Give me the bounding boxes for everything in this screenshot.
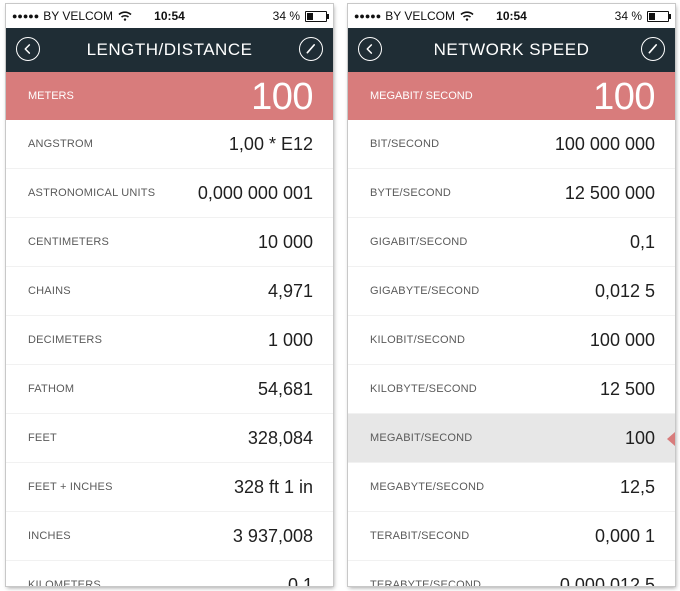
unit-value: 328 ft 1 in	[233, 477, 313, 497]
page-title: LENGTH/DISTANCE	[86, 40, 253, 59]
unit-label: MEGABIT/SECOND	[370, 432, 473, 444]
carrier-name: BY VELCOM	[43, 9, 113, 23]
active-unit-value[interactable]: 100	[251, 76, 313, 118]
length-distance-screen: ●●●●● BY VELCOM 10:54 34 % LENGTH/DISTAN…	[6, 4, 333, 586]
carrier-name: BY VELCOM	[385, 9, 455, 23]
edit-button[interactable]	[299, 37, 323, 61]
unit-value: 0,012 5	[594, 281, 655, 301]
unit-label: KILOBIT/SECOND	[370, 334, 466, 346]
unit-value: 0,000 1	[594, 526, 655, 546]
unit-row[interactable]: FATHOM 54,681	[6, 365, 333, 414]
unit-value: 10 000	[257, 232, 313, 252]
battery-icon	[305, 10, 329, 22]
unit-row[interactable]: INCHES 3 937,008	[6, 512, 333, 561]
unit-label: CHAINS	[28, 285, 71, 297]
unit-value: 3 937,008	[232, 526, 313, 546]
unit-label: DECIMETERS	[28, 334, 103, 346]
network-speed-screen: ●●●●● BY VELCOM 10:54 34 % NETWORK SPEED	[348, 4, 675, 586]
unit-row[interactable]: ASTRONOMICAL UNITS 0,000 000 001	[6, 169, 333, 218]
unit-row[interactable]: KILOMETERS 0,1	[6, 561, 333, 586]
unit-row[interactable]: TERABYTE/SECOND 0,000 012 5	[348, 561, 675, 586]
unit-row[interactable]: CENTIMETERS 10 000	[6, 218, 333, 267]
unit-row-selected[interactable]: MEGABIT/SECOND 100	[348, 414, 675, 463]
selected-marker-icon	[667, 432, 675, 446]
unit-label: KILOBYTE/SECOND	[370, 383, 477, 395]
unit-label: BYTE/SECOND	[370, 187, 452, 199]
unit-value: 12,5	[619, 477, 655, 497]
unit-value: 100	[624, 428, 655, 448]
active-unit-label: METERS	[28, 90, 74, 102]
unit-value: 100 000	[589, 330, 655, 350]
unit-row[interactable]: BIT/SECOND 100 000 000	[348, 120, 675, 169]
battery-icon	[647, 10, 671, 22]
status-bar: ●●●●● BY VELCOM 10:54 34 %	[348, 4, 675, 28]
clock: 10:54	[496, 9, 527, 23]
unit-value: 54,681	[257, 379, 313, 399]
unit-label: BIT/SECOND	[370, 138, 440, 150]
clock: 10:54	[154, 9, 185, 23]
back-button[interactable]	[16, 37, 40, 61]
pencil-icon	[306, 44, 316, 54]
unit-label: FEET	[28, 432, 57, 444]
unit-value: 4,971	[267, 281, 313, 301]
unit-row[interactable]: DECIMETERS 1 000	[6, 316, 333, 365]
unit-value: 0,000 000 001	[197, 183, 313, 203]
navigation-bar: NETWORK SPEED	[348, 28, 675, 72]
unit-label: ASTRONOMICAL UNITS	[28, 187, 156, 199]
active-unit-label: MEGABIT/ SECOND	[370, 90, 473, 102]
unit-label: GIGABIT/SECOND	[370, 236, 468, 248]
unit-row[interactable]: KILOBIT/SECOND 100 000	[348, 316, 675, 365]
unit-list: BIT/SECOND 100 000 000 BYTE/SECOND 12 500 …	[348, 120, 675, 586]
wifi-icon	[460, 11, 474, 21]
status-bar: ●●●●● BY VELCOM 10:54 34 %	[6, 4, 333, 28]
chevron-left-icon	[24, 44, 31, 54]
unit-label: FATHOM	[28, 383, 75, 395]
unit-row[interactable]: TERABIT/SECOND 0,000 1	[348, 512, 675, 561]
unit-label: TERABYTE/SECOND	[370, 579, 482, 586]
unit-row[interactable]: CHAINS 4,971	[6, 267, 333, 316]
unit-value: 1 000	[267, 330, 313, 350]
unit-row[interactable]: GIGABIT/SECOND 0,1	[348, 218, 675, 267]
unit-label: FEET + INCHES	[28, 481, 113, 493]
edit-button[interactable]	[641, 37, 665, 61]
unit-value: 12 500	[599, 379, 655, 399]
unit-row[interactable]: ANGSTROM 1,00 * E12	[6, 120, 333, 169]
unit-row[interactable]: BYTE/SECOND 12 500 000	[348, 169, 675, 218]
unit-label: INCHES	[28, 530, 71, 542]
unit-label: CENTIMETERS	[28, 236, 110, 248]
battery-percent: 34 %	[272, 9, 300, 23]
unit-label: MEGABYTE/SECOND	[370, 481, 485, 493]
unit-row[interactable]: GIGABYTE/SECOND 0,012 5	[348, 267, 675, 316]
page-title: NETWORK SPEED	[433, 40, 590, 59]
unit-row[interactable]: FEET 328,084	[6, 414, 333, 463]
battery-percent: 34 %	[614, 9, 642, 23]
unit-value: 100 000 000	[554, 134, 655, 154]
active-unit-row[interactable]: METERS 100	[6, 72, 333, 120]
chevron-left-icon	[366, 44, 373, 54]
unit-value: 0,1	[629, 232, 655, 252]
signal-strength-icon: ●●●●●	[12, 11, 40, 21]
unit-label: GIGABYTE/SECOND	[370, 285, 480, 297]
active-unit-value[interactable]: 100	[593, 76, 655, 118]
unit-label: TERABIT/SECOND	[370, 530, 470, 542]
unit-row[interactable]: FEET + INCHES 328 ft 1 in	[6, 463, 333, 512]
unit-value: 0,000 012 5	[559, 575, 655, 586]
unit-label: ANGSTROM	[28, 138, 94, 150]
wifi-icon	[118, 11, 132, 21]
signal-strength-icon: ●●●●●	[354, 11, 382, 21]
unit-row[interactable]: MEGABYTE/SECOND 12,5	[348, 463, 675, 512]
unit-value: 1,00 * E12	[228, 134, 313, 154]
active-unit-row[interactable]: MEGABIT/ SECOND 100	[348, 72, 675, 120]
unit-value: 0,1	[287, 575, 313, 586]
pencil-icon	[648, 44, 658, 54]
unit-value: 328,084	[247, 428, 313, 448]
navigation-bar: LENGTH/DISTANCE	[6, 28, 333, 72]
back-button[interactable]	[358, 37, 382, 61]
unit-list: ANGSTROM 1,00 * E12 ASTRONOMICAL UNITS 0,0…	[6, 120, 333, 586]
unit-value: 12 500 000	[564, 183, 655, 203]
unit-label: KILOMETERS	[28, 579, 101, 586]
unit-row[interactable]: KILOBYTE/SECOND 12 500	[348, 365, 675, 414]
